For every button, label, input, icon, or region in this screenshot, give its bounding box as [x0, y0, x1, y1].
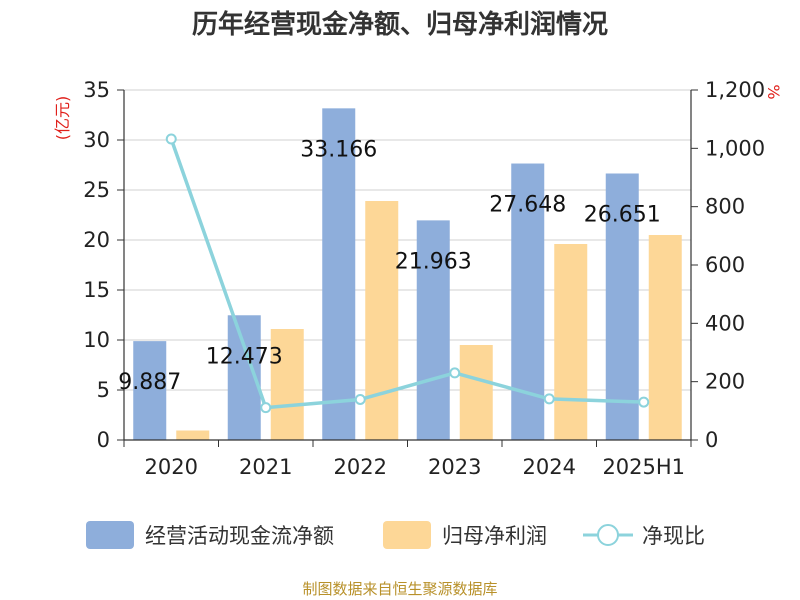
bar-cashflow — [133, 341, 167, 440]
grid-lines — [124, 89, 691, 391]
bar-net-profit — [459, 345, 493, 440]
y-right-unit-label: % — [764, 84, 783, 99]
y-left-tick-label: 5 — [97, 378, 110, 402]
y-right-tick-label: 1,200 — [705, 78, 765, 102]
data-label: 33.166 — [300, 137, 377, 162]
ratio-line — [169, 138, 644, 410]
bar-net-profit — [554, 244, 588, 440]
data-label: 21.963 — [395, 249, 472, 274]
y-left-tick-label: 15 — [83, 278, 110, 302]
source-note: 制图数据来自恒生聚源数据库 — [302, 580, 497, 598]
x-tick-label: 2022 — [334, 455, 387, 479]
bar-net-profit — [270, 329, 304, 440]
ratio-point — [165, 133, 177, 145]
y-right-tick-label: 400 — [705, 311, 745, 335]
legend-label-net-profit: 归母净利润 — [442, 524, 547, 548]
legend-label-ratio: 净现比 — [642, 524, 705, 548]
ratio-point — [354, 393, 366, 405]
ratio-point — [638, 396, 650, 408]
y-left-tick-label: 30 — [83, 128, 110, 152]
legend-item-cashflow: 经营活动现金流净额 — [86, 521, 334, 549]
x-tick-label: 2025H1 — [602, 455, 685, 479]
legend-swatch-net-profit — [383, 521, 431, 549]
y-left-tick-label: 0 — [97, 428, 110, 452]
bar-net-profit — [365, 201, 399, 440]
data-label: 27.648 — [489, 193, 566, 218]
legend: 经营活动现金流净额 归母净利润 净现比 — [86, 521, 705, 549]
bar-net-profit — [176, 430, 210, 440]
y-right-tick-label: 1,000 — [705, 136, 765, 160]
y-right-tick-label: 600 — [705, 253, 745, 277]
y-left-unit-label: (亿元) — [53, 96, 72, 141]
legend-item-net-profit: 归母净利润 — [383, 521, 547, 549]
legend-label-cashflow: 经营活动现金流净额 — [145, 524, 334, 548]
ratio-point — [449, 367, 461, 379]
y-left-tick-label: 20 — [83, 228, 110, 252]
ratio-point — [260, 402, 272, 414]
y-right-tick-label: 200 — [705, 370, 745, 394]
y-left-tick-label: 35 — [83, 78, 110, 102]
bar-net-profit — [648, 235, 682, 440]
y-left-tick-label: 25 — [83, 178, 110, 202]
x-tick-label: 2021 — [239, 455, 292, 479]
ratio-line-layer — [165, 133, 650, 414]
bars-layer — [133, 108, 682, 441]
data-labels-layer: 9.887 12.473 33.166 21.963 27.648 26.651 — [118, 137, 660, 395]
y-right-tick-label: 800 — [705, 195, 745, 219]
x-tick-label: 2024 — [523, 455, 576, 479]
bar-cashflow — [416, 220, 450, 440]
y-right-tick-label: 0 — [705, 428, 718, 452]
data-label: 9.887 — [118, 370, 181, 395]
legend-item-ratio: 净现比 — [583, 524, 705, 548]
data-label: 12.473 — [206, 344, 283, 369]
x-tick-label: 2023 — [428, 455, 481, 479]
axes: 0 5 10 15 20 25 30 35 0 200 400 600 800 1,000 1,200 202… — [83, 78, 765, 479]
x-tick-label: 2020 — [145, 455, 198, 479]
bar-cashflow — [322, 108, 356, 440]
data-label: 26.651 — [584, 202, 661, 227]
bar-cashflow — [605, 173, 639, 441]
chart-title: 历年经营现金净额、归母净利润情况 — [192, 9, 608, 40]
ratio-point — [543, 393, 555, 405]
legend-swatch-ratio-marker — [597, 524, 619, 546]
legend-swatch-cashflow — [86, 521, 134, 549]
y-left-tick-label: 10 — [83, 328, 110, 352]
